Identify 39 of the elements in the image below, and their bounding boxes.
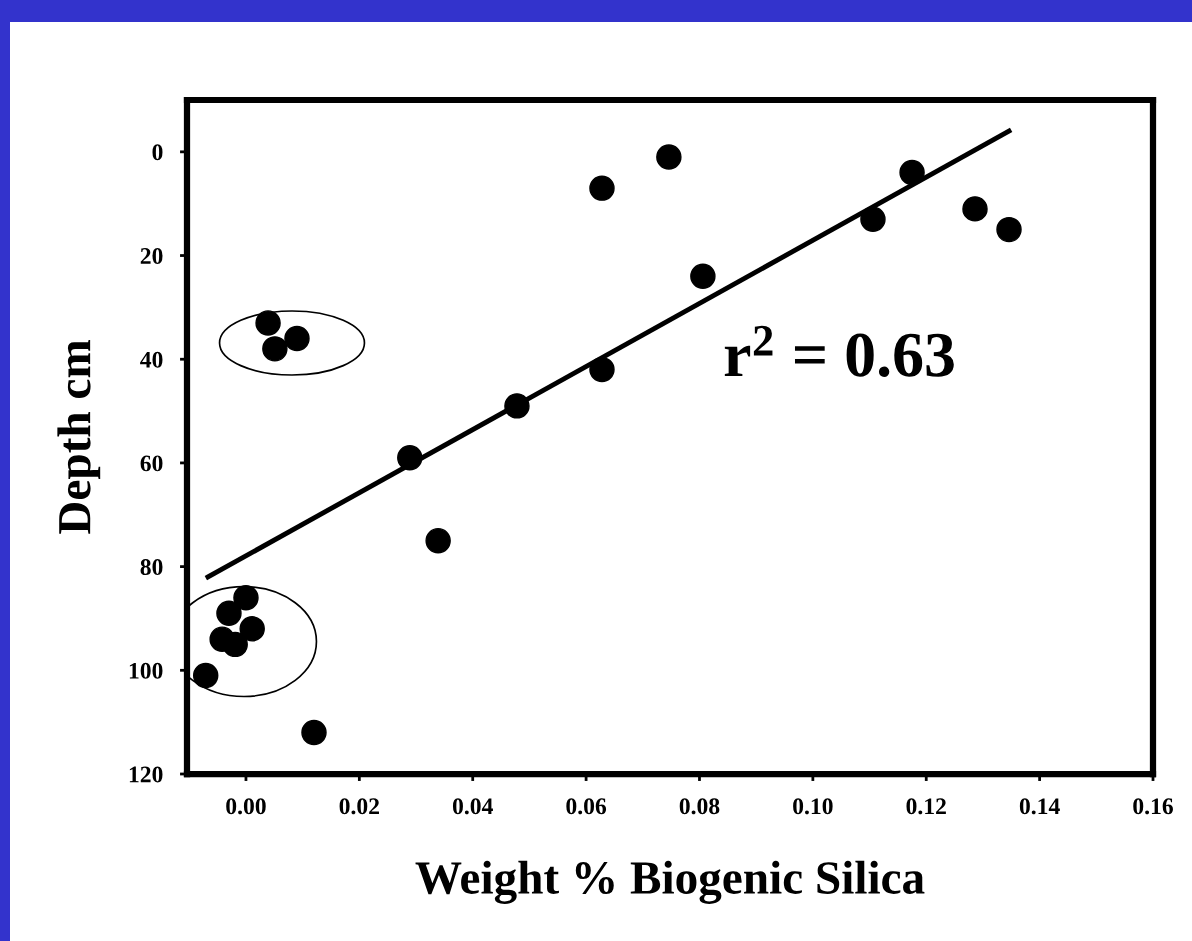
point: [216, 600, 242, 626]
point: [589, 356, 615, 383]
x-tick-label: 0.14: [1019, 798, 1060, 815]
point: [962, 196, 988, 222]
point: [222, 631, 248, 658]
point: [262, 336, 288, 362]
y-axis-title: Depth cm: [57, 340, 101, 534]
point: [284, 325, 310, 352]
y-tick-label: 80: [140, 559, 163, 576]
point: [397, 445, 423, 471]
x-tick-label: 0.04: [452, 798, 493, 815]
point: [233, 585, 259, 611]
y-tick-label: 20: [140, 248, 163, 264]
y-tick-label: 0: [152, 144, 163, 161]
x-tick-label: 0.02: [339, 798, 379, 815]
x-tick-label: 0.12: [906, 798, 946, 815]
y-tick-label: 40: [140, 351, 163, 368]
x-tick-label: 0.10: [793, 798, 833, 815]
point: [899, 159, 925, 186]
x-axis-title: Weight % Biogenic Silica: [415, 860, 925, 904]
annotation: r$^{2}$ = 0.63: [724, 325, 954, 377]
point: [656, 144, 682, 170]
point: [690, 263, 716, 289]
point: [255, 310, 281, 336]
point: [425, 527, 451, 554]
point: [192, 662, 219, 689]
point: [996, 216, 1022, 243]
y-tick-label: 120: [129, 766, 163, 783]
point: [301, 719, 327, 746]
point: [239, 616, 265, 642]
x-tick-label: 0.00: [226, 798, 266, 815]
point: [860, 206, 886, 232]
x-tick-label: 0.16: [1133, 798, 1173, 815]
y-tick-label: 60: [140, 455, 163, 472]
x-tick-label: 0.06: [566, 798, 607, 815]
point: [504, 393, 530, 419]
point: [589, 175, 615, 201]
y-tick-label: 100: [129, 662, 163, 679]
x-tick-label: 0.08: [679, 798, 720, 815]
